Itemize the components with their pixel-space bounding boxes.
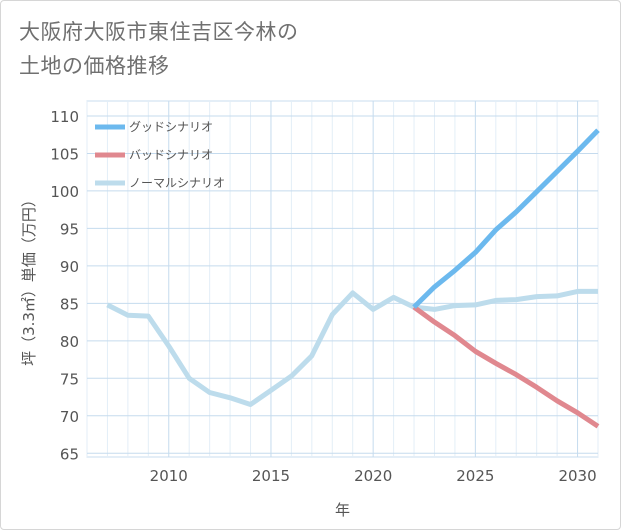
chart-title-line-1: 大阪府大阪市東住吉区今林の (19, 20, 299, 44)
series-line-1 (412, 305, 600, 429)
series-lines (106, 128, 600, 429)
series-line-0 (412, 128, 600, 309)
y-tick-label: 110 (50, 108, 79, 126)
y-tick-label: 65 (60, 445, 79, 463)
y-axis-title: 坪（3.3㎡）単価（万円） (20, 192, 38, 366)
y-tick-label: 100 (50, 183, 79, 201)
x-tick-label: 2025 (456, 467, 494, 485)
y-tick-label: 90 (60, 258, 79, 276)
x-tick-label: 2015 (252, 467, 290, 485)
legend-label: グッドシナリオ (129, 120, 213, 134)
x-tick-label: 2010 (150, 467, 188, 485)
tick-labels: 65 70 75 80 85 90 95 100 105 110 2010 2015 2020 2025 2… (50, 108, 596, 485)
x-tick-label: 2030 (558, 467, 596, 485)
x-axis-title: 年 (335, 501, 350, 519)
y-tick-label: 105 (50, 145, 79, 163)
legend-label: バッドシナリオ (129, 148, 213, 162)
chart-title-line-2: 土地の価格推移 (19, 54, 170, 78)
y-tick-label: 75 (60, 370, 79, 388)
legend-label: ノーマルシナリオ (129, 176, 225, 190)
chart-title: 大阪府大阪市東住吉区今林の 土地の価格推移 (19, 15, 299, 83)
y-tick-label: 70 (60, 408, 79, 426)
y-tick-label: 95 (60, 220, 79, 238)
y-tick-label: 85 (60, 295, 79, 313)
x-tick-label: 2020 (354, 467, 392, 485)
y-tick-label: 80 (60, 333, 79, 351)
series-line-2 (106, 288, 598, 407)
